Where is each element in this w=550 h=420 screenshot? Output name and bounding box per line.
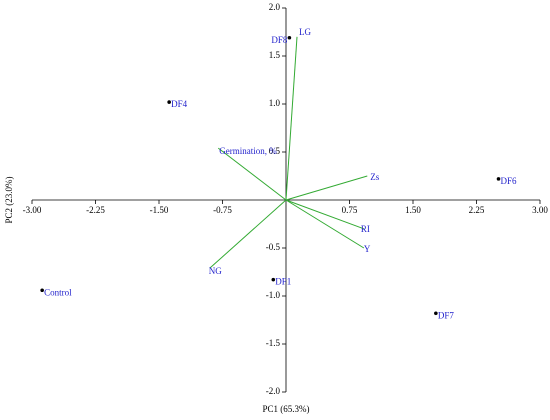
loading-vector — [285, 175, 368, 201]
y-tick-label: 0.5 — [269, 146, 281, 156]
point — [40, 288, 44, 293]
x-tick-label: -2.25 — [86, 205, 105, 215]
x-tick-label: -1.50 — [150, 205, 169, 215]
x-tick-label: 2.25 — [469, 205, 485, 215]
loading-label: Germination, % — [219, 146, 277, 156]
x-tick-label: -0.75 — [213, 205, 232, 215]
point-label: DF4 — [171, 99, 188, 109]
point-label: Control — [44, 287, 72, 297]
point-label: DF6 — [501, 176, 518, 186]
y-tick-label: -2.0 — [266, 386, 281, 396]
x-axis-title: PC1 (65.3%) — [263, 404, 310, 414]
y-tick-label: -0.5 — [266, 242, 281, 252]
point — [167, 100, 171, 104]
y-tick-label: 2.0 — [269, 2, 281, 12]
loading-label: Y — [364, 244, 371, 254]
x-tick-label: 1.50 — [405, 205, 421, 215]
loading-vector — [285, 199, 365, 230]
x-tick-label: 0.75 — [342, 205, 358, 215]
loading-label: LG — [299, 27, 311, 37]
point — [434, 311, 438, 316]
loading-vector — [285, 36, 298, 201]
point — [496, 177, 501, 181]
loading-label: RI — [361, 224, 370, 234]
point-label: DF8 — [271, 35, 288, 45]
loading-vector — [217, 147, 287, 201]
point — [287, 35, 292, 40]
y-tick-label: -1.0 — [266, 290, 281, 300]
y-tick-label: 1.0 — [269, 98, 281, 108]
y-axis-title: PC2 (23.0%) — [4, 176, 14, 223]
point — [271, 277, 276, 282]
y-tick-label: 1.5 — [269, 50, 281, 60]
y-tick-label: -1.5 — [266, 338, 281, 348]
loading-vector — [209, 199, 287, 269]
loading-vector — [285, 199, 365, 249]
loading-label: Zs — [370, 172, 379, 182]
x-tick-label: 3.00 — [532, 205, 548, 215]
point-label: DF1 — [275, 277, 291, 287]
loading-label: NG — [209, 266, 222, 276]
point-label: DF7 — [438, 310, 455, 320]
x-tick-label: -3.00 — [23, 205, 42, 215]
